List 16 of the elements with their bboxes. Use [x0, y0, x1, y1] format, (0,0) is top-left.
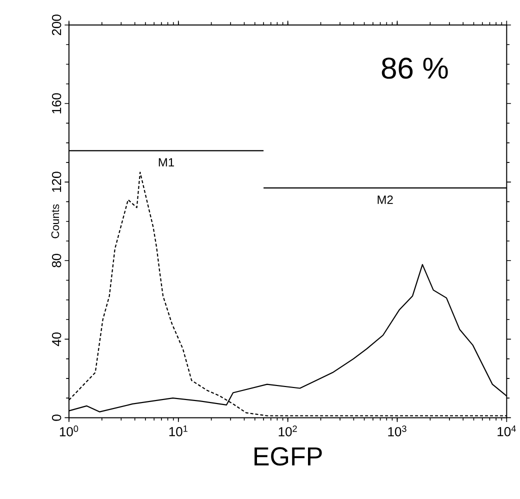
x-tick-label: 10$^{0}$: [60, 426, 78, 437]
annotation: 86 %: [382, 58, 448, 79]
y-axis-title: Counts: [51, 204, 60, 238]
series-label: M1: [158, 158, 174, 167]
x-tick-label: 10$^{4}$: [498, 426, 516, 436]
y-tick-label: 120: [52, 172, 62, 192]
x-tick-label: 10$^{1}$: [169, 426, 188, 436]
y-tick-label: 40: [52, 332, 62, 346]
x-tick-label: 10$^{3}$: [388, 426, 406, 437]
y-tick-label: 0: [52, 414, 62, 421]
x-tick-label: 10$^{2}$: [278, 426, 297, 437]
x-axis-title: EGFP: [254, 447, 322, 466]
y-tick-label: 200: [52, 14, 62, 36]
y-tick-label: 160: [52, 93, 62, 114]
series-label: M2: [378, 196, 393, 204]
y-tick-label: 80: [52, 254, 62, 268]
